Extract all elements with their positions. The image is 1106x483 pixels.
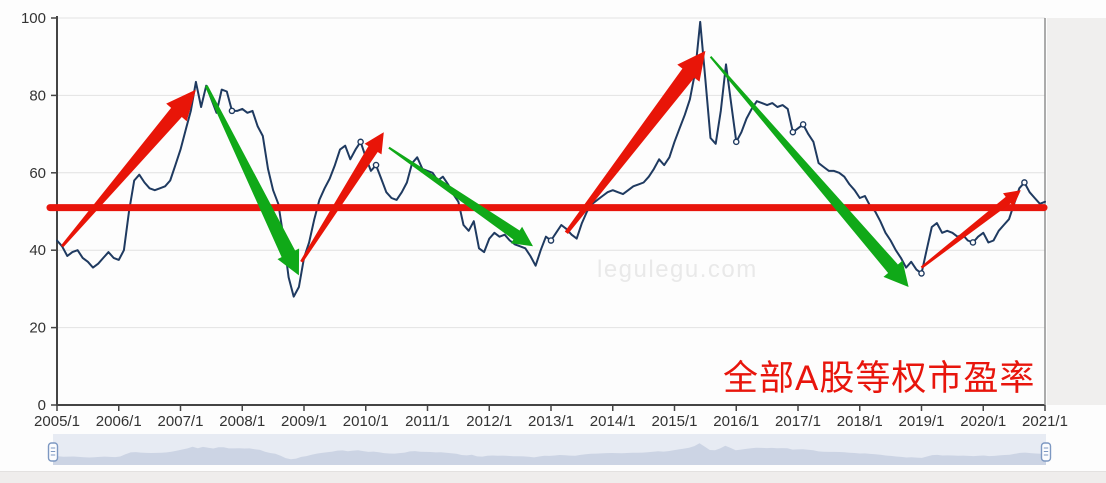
pe-line: [56, 20, 1046, 298]
y-axis-label: 0: [38, 397, 46, 414]
trend-arrow-2010-2012-decline: [388, 146, 533, 247]
trend-arrow-2019-2020-recovery: [920, 190, 1021, 269]
x-axis-label: 2008/1: [219, 413, 265, 430]
slider-data-shadow: [53, 443, 1046, 465]
x-axis-label: 2012/1: [466, 413, 512, 430]
data-point-marker: [372, 161, 380, 169]
x-axis-label: 2006/1: [96, 413, 142, 430]
trend-arrows: [61, 50, 1021, 287]
data-point-marker: [228, 107, 236, 115]
slider-handle-right[interactable]: [1040, 442, 1052, 462]
x-axis-labels: 2005/1 2006/1 2007/1 2008/1 2009/1 2010/1 2011…: [34, 413, 1068, 430]
x-axis-label: 2015/1: [652, 413, 698, 430]
data-point-marker: [789, 128, 797, 136]
x-axis-label: 2011/1: [405, 413, 450, 430]
x-axis-label: 2017/1: [775, 413, 821, 430]
x-axis-label: 2019/1: [899, 413, 945, 430]
y-axis-labels: 0 20 40 60 80 100: [21, 10, 46, 414]
bottom-strip: [0, 471, 1106, 483]
chart-title-label: 全部A股等权市盈率: [723, 359, 1036, 398]
x-axis-label: 2021/1: [1022, 413, 1068, 430]
slider-handle-left[interactable]: [47, 442, 59, 462]
data-point-marker: [732, 138, 740, 146]
data-point-marker: [918, 270, 925, 277]
y-axis-label: 100: [21, 10, 46, 27]
trend-arrow-2015-2018-decline: [709, 56, 909, 287]
data-point-marker: [799, 121, 807, 128]
y-axis-label: 20: [29, 320, 46, 337]
x-axis-label: 2005/1: [34, 413, 80, 430]
x-axis-label: 2010/1: [343, 413, 389, 430]
x-axis-label: 2014/1: [590, 413, 636, 430]
axes: [51, 16, 1046, 411]
y-axis-label: 40: [29, 242, 46, 259]
gridlines: [57, 17, 1045, 329]
x-axis-label: 2009/1: [281, 413, 327, 430]
data-point-marker: [547, 237, 555, 244]
y-axis-label: 80: [29, 87, 46, 104]
data-point-marker: [357, 138, 364, 146]
pe-line-series: [56, 20, 1046, 298]
data-point-marker: [969, 239, 977, 246]
datazoom-slider[interactable]: [47, 434, 1052, 465]
x-axis-label: 2016/1: [713, 413, 759, 430]
x-axis-label: 2007/1: [158, 413, 204, 430]
x-axis-label: 2013/1: [528, 413, 574, 430]
trend-arrow-2005-2007-rally: [61, 89, 196, 248]
right-gutter: [1047, 18, 1106, 405]
trend-arrow-2007-2008-crash: [204, 85, 300, 276]
data-point-marker: [1021, 179, 1028, 186]
y-axis-label: 60: [29, 165, 46, 182]
trend-arrow-2013-2015-rally: [564, 50, 706, 235]
x-axis-label: 2020/1: [960, 413, 1006, 430]
x-axis-label: 2018/1: [837, 413, 883, 430]
trend-arrow-2009-rebound: [300, 132, 384, 263]
